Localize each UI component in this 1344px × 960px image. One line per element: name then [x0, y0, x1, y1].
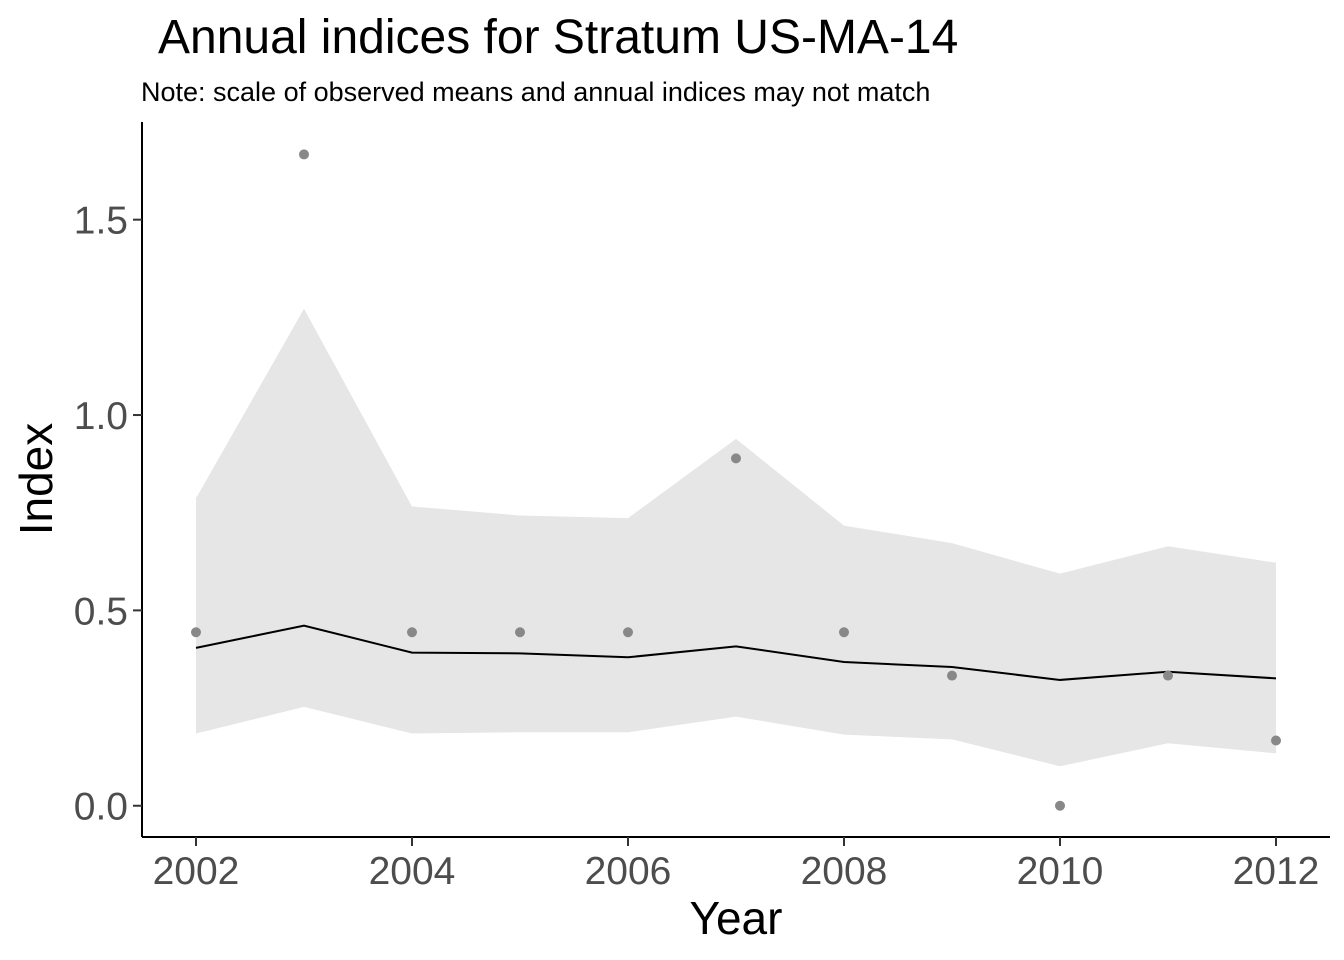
y-tick-label-1: 0.5 [74, 590, 128, 633]
x-tick-label-2012: 2012 [1233, 850, 1320, 893]
x-tick-label-2008: 2008 [801, 850, 888, 893]
y-axis-title: Index [10, 423, 62, 536]
observed-point-2002 [191, 627, 201, 638]
x-tick-label-2010: 2010 [1017, 850, 1104, 893]
y-axis-ticks: 0.0 0.5 1.0 1.5 [74, 200, 142, 829]
y-tick-label-0: 0.0 [74, 786, 128, 829]
x-tick-label-2006: 2006 [585, 850, 672, 893]
index-line [195, 624, 1277, 681]
y-tick-label-2: 1.0 [74, 395, 128, 438]
confidence-band [196, 308, 1276, 767]
observed-point-2011 [1163, 670, 1173, 681]
chart-title: Annual indices for Stratum US-MA-14 [158, 11, 958, 64]
observed-point-2009 [947, 670, 957, 681]
observed-point-2005 [515, 627, 525, 638]
observed-point-2008 [839, 627, 849, 638]
plot-area [191, 149, 1281, 811]
x-axis-ticks: 2002 2004 2006 2008 2010 2012 [153, 837, 1320, 893]
x-tick-label-2002: 2002 [153, 850, 240, 893]
observed-point-2010 [1055, 800, 1065, 811]
x-tick-label-2004: 2004 [369, 850, 456, 893]
y-tick-label-3: 1.5 [74, 200, 128, 243]
observed-point-2007 [731, 453, 741, 464]
x-axis-title: Year [690, 892, 783, 944]
chart-subtitle: Note: scale of observed means and annual… [141, 77, 930, 107]
observed-point-2006 [623, 627, 633, 638]
observed-point-2004 [407, 627, 417, 638]
observed-point-2003 [299, 149, 309, 160]
observed-point-2012 [1271, 735, 1281, 746]
